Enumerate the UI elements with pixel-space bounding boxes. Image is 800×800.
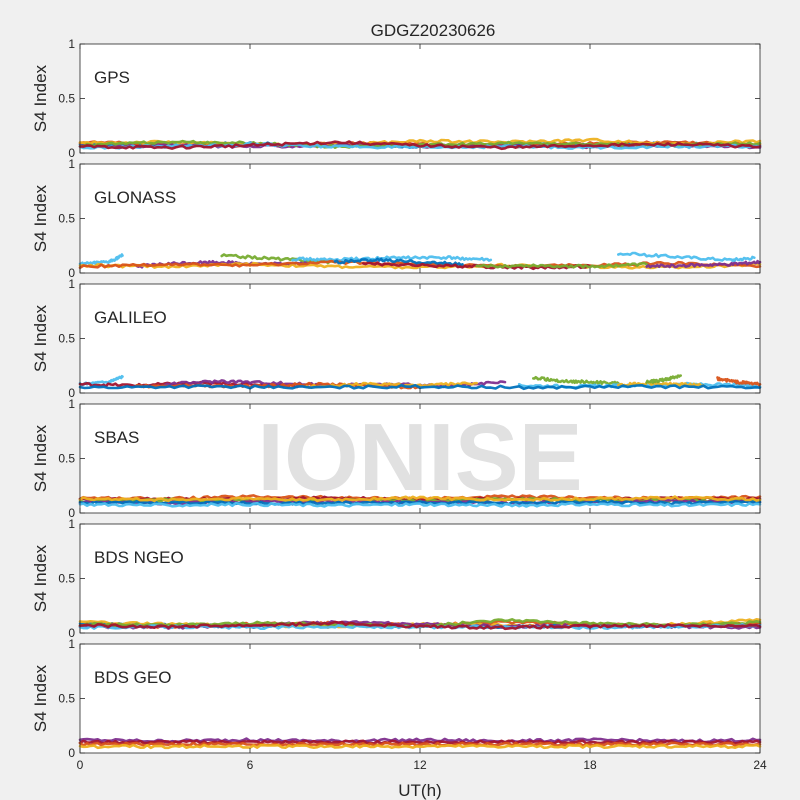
panel-glonass: 0 0.5 1 S4 Index GLONASS — [31, 157, 762, 280]
panel-bds-geo: 0 0.5 1 0 6 12 18 24 S4 Index BDS GEO — [31, 637, 767, 772]
panel-label: BDS GEO — [94, 668, 171, 687]
satellite-track — [532, 375, 620, 386]
satellite-track — [78, 743, 762, 750]
y-tick-label: 0.5 — [58, 212, 75, 226]
panel-label: GLONASS — [94, 188, 176, 207]
panel-sbas: 0 0.5 1 S4 Index SBAS — [31, 397, 762, 520]
axes-background — [80, 644, 760, 753]
axes-background — [80, 404, 760, 513]
watermark-text: IONISE — [257, 404, 582, 511]
satellite-track — [333, 257, 464, 267]
satellite-track — [78, 501, 762, 508]
panel-bds-ngeo: 0 0.5 1 S4 Index BDS NGEO — [31, 517, 762, 640]
y-tick-label: 0 — [68, 266, 75, 280]
y-tick-label: 0 — [68, 386, 75, 400]
data-tracks — [78, 494, 762, 508]
y-tick-label: 1 — [68, 637, 75, 651]
satellite-track — [78, 495, 762, 503]
satellite-track — [78, 620, 762, 631]
panel-label: SBAS — [94, 428, 139, 447]
y-tick-label: 1 — [68, 37, 75, 51]
y-tick-label: 0.5 — [58, 452, 75, 466]
data-tracks — [78, 737, 762, 750]
y-axis-label: S4 Index — [31, 664, 50, 732]
satellite-track — [78, 140, 762, 151]
panel-galileo: 0 0.5 1 S4 Index GALILEO — [31, 277, 762, 400]
satellite-track — [78, 384, 762, 391]
x-tick-label: 12 — [413, 758, 427, 772]
satellite-track — [78, 741, 762, 747]
panel-label: GPS — [94, 68, 130, 87]
y-tick-label: 0.5 — [58, 332, 75, 346]
y-tick-label: 0 — [68, 146, 75, 160]
y-tick-label: 0.5 — [58, 572, 75, 586]
data-tracks — [78, 618, 762, 631]
x-tick-label: 0 — [77, 758, 84, 772]
y-tick-label: 0 — [68, 626, 75, 640]
y-axis-label: S4 Index — [31, 304, 50, 372]
y-tick-label: 0.5 — [58, 92, 75, 106]
axes-background — [80, 524, 760, 633]
satellite-track — [617, 251, 756, 263]
satellite-track — [291, 255, 493, 263]
satellite-track — [78, 253, 124, 267]
axes-background — [80, 44, 760, 153]
satellite-track — [645, 259, 762, 269]
satellite-track — [617, 380, 705, 388]
y-axis-label: S4 Index — [31, 184, 50, 252]
panel-label: BDS NGEO — [94, 548, 184, 567]
chart-title: GDGZ20230626 — [371, 21, 496, 40]
x-tick-label: 18 — [583, 758, 597, 772]
y-tick-label: 0 — [68, 506, 75, 520]
x-axis-label: UT(h) — [398, 781, 441, 800]
y-tick-label: 1 — [68, 517, 75, 531]
y-tick-label: 1 — [68, 157, 75, 171]
data-tracks — [78, 374, 762, 391]
y-tick-label: 0 — [68, 746, 75, 760]
satellite-track — [645, 374, 682, 384]
y-axis-label: S4 Index — [31, 424, 50, 492]
axes-background — [80, 284, 760, 393]
y-tick-label: 0.5 — [58, 692, 75, 706]
data-tracks — [78, 137, 762, 151]
y-tick-label: 1 — [68, 277, 75, 291]
y-axis-label: S4 Index — [31, 544, 50, 612]
y-tick-label: 1 — [68, 397, 75, 411]
data-tracks — [78, 251, 762, 271]
satellite-track — [475, 261, 648, 269]
x-tick-label: 6 — [247, 758, 254, 772]
x-tick-label: 24 — [753, 758, 767, 772]
panel-gps: 0 0.5 1 S4 Index GPS — [31, 37, 762, 160]
y-axis-label: S4 Index — [31, 64, 50, 132]
panels: 0 0.5 1 S4 Index GPS 0 0.5 1 S4 Index GLONASS 0 0.5… — [31, 37, 767, 772]
panel-label: GALILEO — [94, 308, 167, 327]
satellite-track — [716, 376, 762, 387]
